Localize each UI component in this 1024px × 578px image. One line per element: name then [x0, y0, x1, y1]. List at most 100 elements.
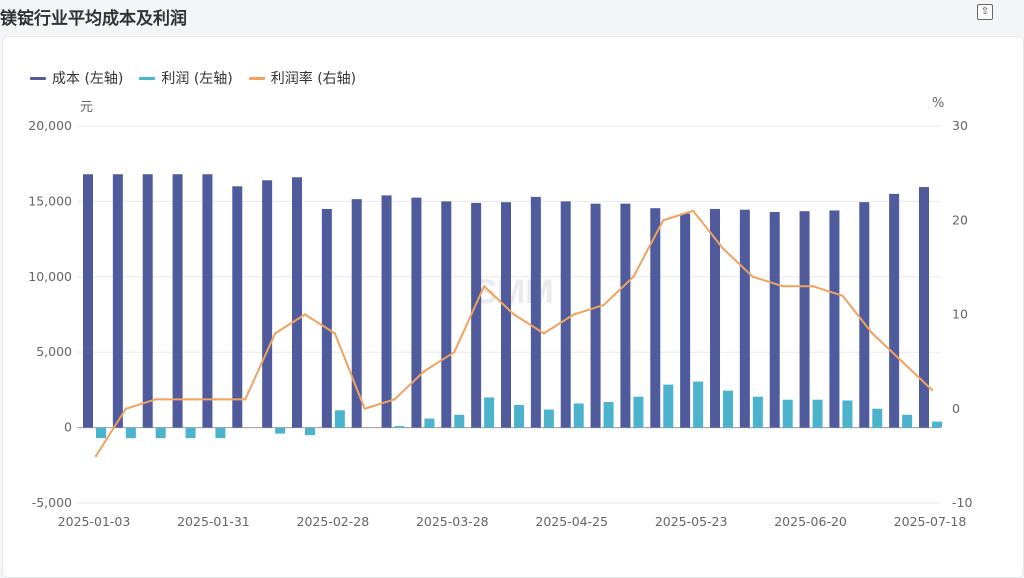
- bar-cost: [112, 174, 123, 428]
- y-left-tick-label: 5,000: [36, 344, 72, 359]
- bar-profit: [842, 400, 853, 428]
- point-profit-margin: [244, 398, 247, 401]
- bar-profit: [484, 397, 495, 428]
- y-right-unit: %: [932, 96, 945, 111]
- point-profit-margin: [363, 407, 366, 410]
- legend-label-cost: 成本 (左轴): [52, 71, 124, 87]
- y-left-tick-label: 0: [64, 420, 72, 435]
- point-profit-margin: [333, 332, 337, 335]
- watermark: SMM: [474, 273, 553, 311]
- bar-cost: [232, 186, 243, 428]
- y-right-tick-label: -10: [952, 495, 972, 510]
- x-tick-label: 2025-03-28: [416, 514, 489, 529]
- bar-profit: [96, 427, 106, 439]
- bar-profit: [633, 396, 644, 428]
- bar-cost: [351, 199, 362, 428]
- bar-cost: [799, 211, 810, 428]
- bar-cost: [560, 201, 571, 428]
- bar-profit: [305, 427, 315, 436]
- legend-item-profit[interactable]: 利润 (左轴): [139, 68, 233, 88]
- bar-profit: [125, 427, 136, 439]
- point-profit-margin: [930, 388, 934, 392]
- bar-profit: [782, 399, 793, 428]
- bar-cost: [471, 202, 482, 428]
- legend-swatch-margin: [248, 76, 265, 80]
- point-profit-margin: [94, 454, 98, 458]
- point-profit-margin: [184, 398, 187, 401]
- bar-profit: [215, 427, 226, 439]
- point-profit-margin: [154, 398, 157, 401]
- point-profit-margin: [453, 351, 456, 354]
- x-tick-label: 2025-01-31: [177, 514, 250, 529]
- x-tick-label: 2025-05-23: [655, 514, 728, 529]
- bar-cost: [590, 203, 601, 428]
- legend-label-margin: 利润率 (右轴): [270, 71, 357, 87]
- point-profit-margin: [841, 294, 844, 297]
- export-icon[interactable]: ⇧: [977, 4, 993, 20]
- bar-cost: [321, 208, 332, 428]
- bar-cost: [769, 211, 780, 428]
- y-right-tick-label: 30: [952, 118, 968, 133]
- bar-profit: [424, 418, 435, 428]
- y-right-tick-label: 0: [952, 401, 960, 416]
- bar-profit: [902, 414, 913, 428]
- bar-cost: [411, 197, 422, 428]
- bar-profit: [932, 421, 942, 428]
- legend-item-margin[interactable]: 利润率 (右轴): [248, 68, 357, 88]
- bar-cost: [501, 202, 511, 428]
- bar-profit: [872, 408, 883, 428]
- legend-swatch-cost: [30, 76, 46, 80]
- point-profit-margin: [721, 247, 725, 250]
- bar-profit: [275, 427, 286, 434]
- bar-cost: [650, 208, 661, 428]
- bar-cost: [919, 187, 929, 428]
- point-profit-margin: [273, 332, 277, 335]
- bar-profit: [603, 401, 614, 428]
- y-left-tick-label: 15,000: [28, 193, 72, 208]
- bar-profit: [394, 426, 405, 428]
- point-profit-margin: [811, 285, 814, 288]
- y-left-tick-label: 10,000: [28, 269, 72, 284]
- legend: 成本 (左轴) 利润 (左轴) 利润率 (右轴): [30, 68, 356, 88]
- point-profit-margin: [124, 407, 128, 410]
- y-right-tick-label: 20: [952, 212, 968, 227]
- y-right-tick-label: 10: [952, 307, 968, 322]
- bar-cost: [83, 174, 93, 428]
- bar-cost: [889, 193, 900, 428]
- bar-cost: [829, 210, 840, 428]
- point-profit-margin: [632, 275, 635, 278]
- point-profit-margin: [214, 398, 217, 401]
- bar-profit: [514, 404, 524, 428]
- point-profit-margin: [542, 332, 546, 335]
- point-profit-margin: [871, 332, 874, 335]
- x-tick-label: 2025-07-18: [894, 514, 967, 529]
- point-profit-margin: [662, 219, 665, 222]
- bar-cost: [620, 203, 631, 428]
- bar-profit: [185, 427, 196, 439]
- point-profit-margin: [303, 313, 307, 316]
- point-profit-margin: [602, 303, 605, 307]
- legend-swatch-profit: [139, 76, 156, 80]
- point-profit-margin: [423, 369, 426, 373]
- point-profit-margin: [781, 285, 784, 288]
- bar-profit: [454, 414, 465, 428]
- bar-profit: [155, 427, 166, 439]
- bar-cost: [530, 196, 541, 428]
- bar-cost: [441, 201, 452, 428]
- x-tick-label: 2025-06-20: [774, 514, 847, 529]
- point-profit-margin: [572, 313, 575, 316]
- page-title: 镁锭行业平均成本及利润: [0, 9, 187, 29]
- bar-profit: [334, 410, 345, 428]
- bar-profit: [723, 390, 733, 428]
- bar-cost: [202, 174, 213, 428]
- y-left-tick-label: 20,000: [28, 118, 72, 133]
- point-profit-margin: [751, 275, 755, 278]
- point-profit-margin: [512, 313, 516, 316]
- bar-cost: [381, 195, 392, 428]
- legend-item-cost[interactable]: 成本 (左轴): [30, 68, 123, 88]
- bar-cost: [142, 174, 153, 428]
- bar-cost: [710, 208, 720, 428]
- bar-cost: [859, 202, 870, 428]
- point-profit-margin: [482, 285, 486, 288]
